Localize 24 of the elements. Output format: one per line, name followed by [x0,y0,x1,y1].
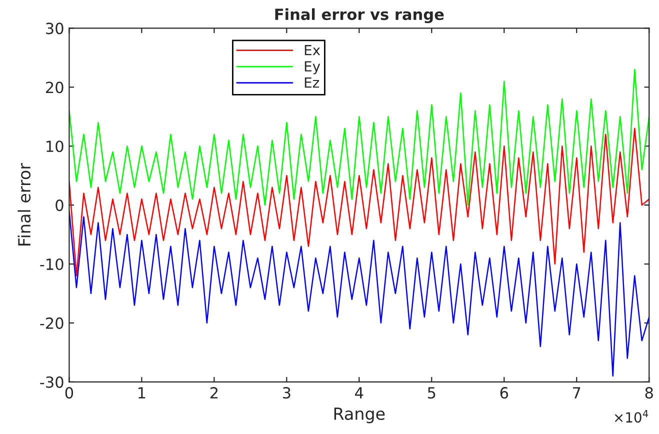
x-tick-label: 3 [282,387,290,399]
x-tick-label: 8 [645,387,653,399]
y-axis-title: Final error [18,163,31,246]
y-tick-label: 20 [46,82,64,94]
chart-title: Final error vs range [275,8,444,24]
y-tick-label: 0 [56,200,64,212]
legend-label: Ez [304,77,320,88]
text: ×10$^{4}$ [614,410,648,423]
x-tick-label: 2 [210,387,218,398]
x-tick-label: 6 [500,387,508,399]
x-tick-label: 1 [138,387,146,398]
legend-label: Ex [304,45,320,56]
x-tick-label: 5 [428,387,436,399]
legend-label: Ey [304,61,320,74]
y-tick-label: 10 [46,140,64,152]
y-tick-label: 30 [46,22,64,34]
y-tick-label: -30 [40,376,64,388]
x-tick-label: 7 [573,387,580,398]
x-axis-title: Range [334,408,385,424]
line-series [69,128,650,276]
x-tick-label: 0 [65,387,74,399]
y-tick-label: -20 [40,317,64,329]
x-tick-label: 4 [355,387,364,398]
y-tick-label: -10 [40,258,64,270]
